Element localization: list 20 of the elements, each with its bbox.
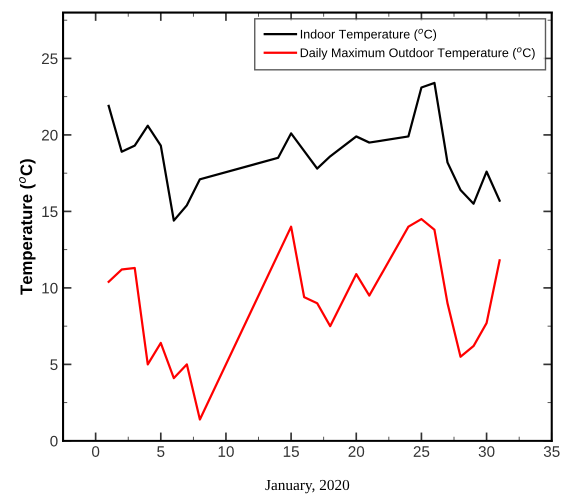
y-tick-label: 15 <box>42 206 58 218</box>
x-tick-label: 5 <box>157 446 164 457</box>
legend-label: Daily Maximum Outdoor Temperature ($^{o}$C) <box>300 47 535 60</box>
y-tick-label: 0 <box>50 436 58 447</box>
x-tick-label: 25 <box>414 446 430 457</box>
y-tick-label: 25 <box>42 53 58 64</box>
legend-label: Indoor Temperature ($^{o}$C) <box>300 28 436 42</box>
y-tick-label: 5 <box>50 359 58 370</box>
x-tick-label: 15 <box>284 446 299 457</box>
x-tick-label: 35 <box>544 446 560 457</box>
line-series <box>108 82 501 222</box>
y-tick-label: 20 <box>42 130 58 141</box>
y-axis-title: Temperature ($^{o}$C) <box>19 159 36 295</box>
line-series <box>108 218 501 421</box>
y-tick-label: 10 <box>42 282 58 294</box>
x-tick-label: 30 <box>478 446 494 457</box>
x-tick-label: 0 <box>92 446 100 457</box>
x-tick-label: 10 <box>218 446 234 457</box>
x-tick-label: 20 <box>348 446 364 457</box>
x-axis-title: January, 2020 <box>265 480 350 494</box>
